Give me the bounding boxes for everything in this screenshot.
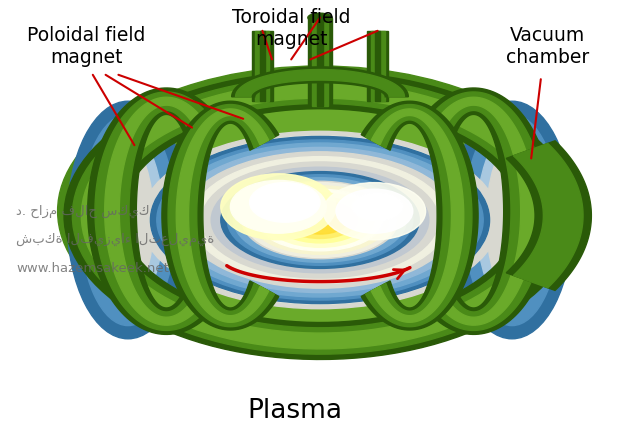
Bar [260, 31, 265, 101]
Ellipse shape [102, 145, 154, 295]
Ellipse shape [464, 114, 560, 326]
Ellipse shape [80, 114, 176, 326]
Ellipse shape [269, 186, 314, 210]
Ellipse shape [192, 157, 448, 283]
Polygon shape [81, 82, 559, 349]
Ellipse shape [274, 197, 366, 243]
Polygon shape [361, 101, 478, 330]
Polygon shape [95, 92, 212, 330]
Text: شبكة الفيزياء التعليمية: شبكة الفيزياء التعليمية [16, 233, 214, 246]
Polygon shape [162, 101, 279, 330]
Ellipse shape [308, 13, 332, 22]
Text: Toroidal field
magnet: Toroidal field magnet [232, 8, 351, 49]
Bar [375, 31, 380, 101]
Ellipse shape [150, 136, 490, 304]
Ellipse shape [250, 183, 320, 222]
Ellipse shape [74, 77, 566, 345]
Bar [367, 31, 388, 101]
Ellipse shape [157, 140, 483, 300]
Ellipse shape [160, 141, 480, 299]
Ellipse shape [221, 174, 336, 240]
Ellipse shape [323, 183, 426, 240]
Ellipse shape [244, 183, 396, 257]
Ellipse shape [251, 186, 389, 254]
Ellipse shape [170, 146, 470, 294]
Ellipse shape [163, 143, 477, 297]
Ellipse shape [234, 178, 406, 262]
Ellipse shape [230, 180, 326, 233]
Ellipse shape [67, 101, 189, 339]
Ellipse shape [211, 167, 429, 273]
Ellipse shape [202, 162, 438, 278]
Bar [308, 18, 332, 106]
Polygon shape [365, 105, 472, 326]
Bar [312, 18, 328, 106]
Ellipse shape [93, 132, 163, 308]
Bar [317, 18, 323, 106]
Ellipse shape [182, 152, 458, 288]
Polygon shape [72, 77, 568, 354]
Polygon shape [232, 67, 408, 97]
Bar [252, 31, 273, 101]
Text: Poloidal field
magnet: Poloidal field magnet [28, 26, 145, 67]
Polygon shape [506, 141, 591, 290]
Polygon shape [176, 109, 269, 322]
Polygon shape [168, 105, 275, 326]
Ellipse shape [477, 132, 547, 308]
Ellipse shape [141, 131, 499, 309]
Polygon shape [428, 92, 545, 330]
Polygon shape [64, 72, 576, 359]
Ellipse shape [173, 147, 467, 293]
Polygon shape [371, 109, 464, 322]
Ellipse shape [221, 172, 419, 268]
Ellipse shape [179, 150, 461, 290]
Ellipse shape [227, 175, 413, 265]
Ellipse shape [292, 206, 348, 234]
Polygon shape [423, 88, 552, 334]
Ellipse shape [257, 189, 383, 251]
Text: www.hazemsakeek.net: www.hazemsakeek.net [16, 262, 169, 275]
Text: د. حازم فلاح سكيك: د. حازم فلاح سكيك [16, 205, 150, 218]
Ellipse shape [58, 66, 582, 356]
Polygon shape [236, 70, 404, 97]
Ellipse shape [150, 136, 490, 304]
Polygon shape [88, 88, 217, 334]
Ellipse shape [242, 181, 398, 259]
Polygon shape [105, 97, 206, 325]
Bar [371, 31, 385, 101]
Polygon shape [513, 143, 583, 288]
Ellipse shape [283, 202, 357, 238]
Ellipse shape [451, 101, 573, 339]
Ellipse shape [192, 157, 448, 283]
Text: Plasma: Plasma [247, 398, 342, 425]
Bar [255, 31, 269, 101]
Ellipse shape [266, 193, 374, 247]
Ellipse shape [336, 189, 413, 233]
Polygon shape [434, 97, 535, 325]
Text: Vacuum
chamber: Vacuum chamber [506, 26, 589, 67]
Ellipse shape [352, 193, 403, 221]
Ellipse shape [486, 145, 538, 295]
